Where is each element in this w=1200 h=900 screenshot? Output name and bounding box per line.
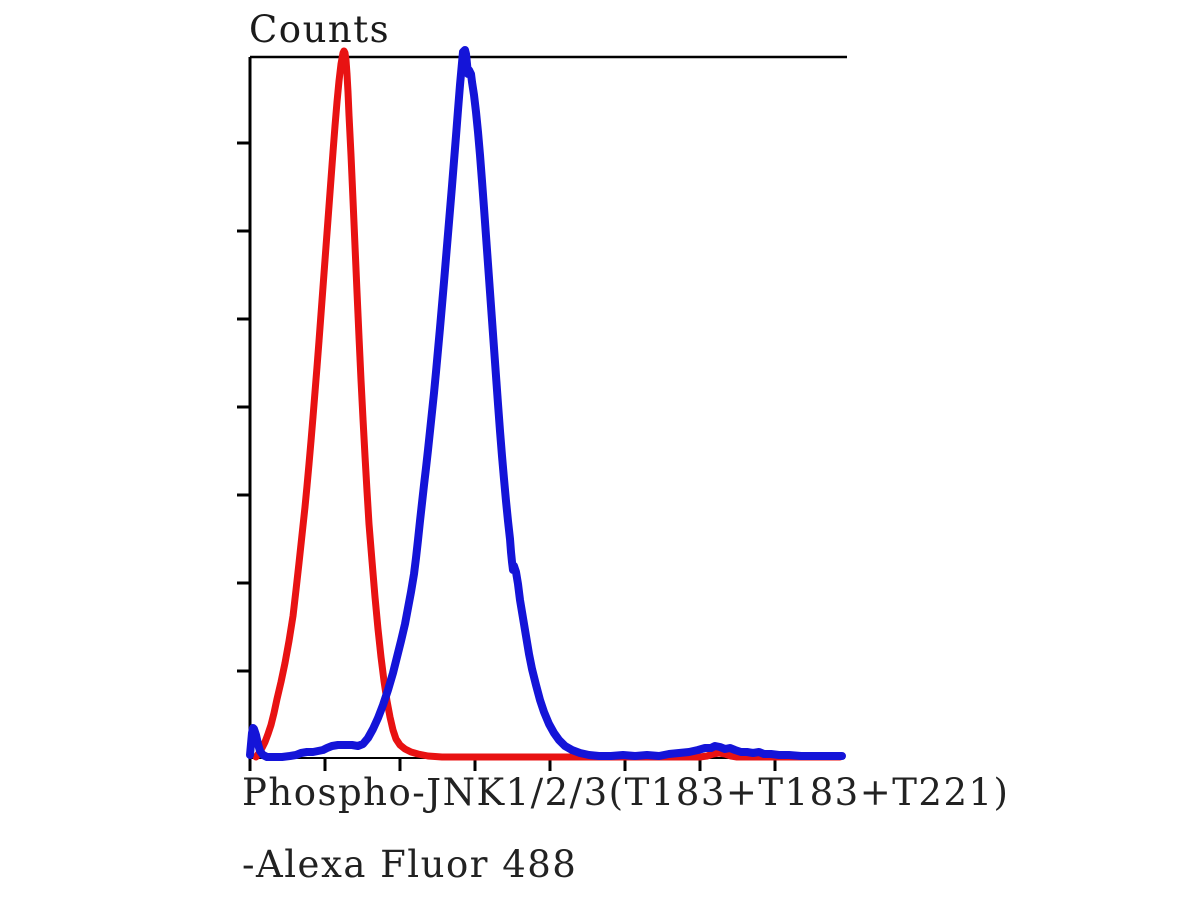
blue-curve-right-peak xyxy=(246,46,846,761)
x-axis-title-line1: Phospho-JNK1/2/3(T183+T183+T221) xyxy=(242,771,1010,814)
red-curve-left-peak xyxy=(252,47,844,761)
y-axis-title: Counts xyxy=(249,8,391,51)
x-axis-title-line2: -Alexa Fluor 488 xyxy=(242,843,578,886)
